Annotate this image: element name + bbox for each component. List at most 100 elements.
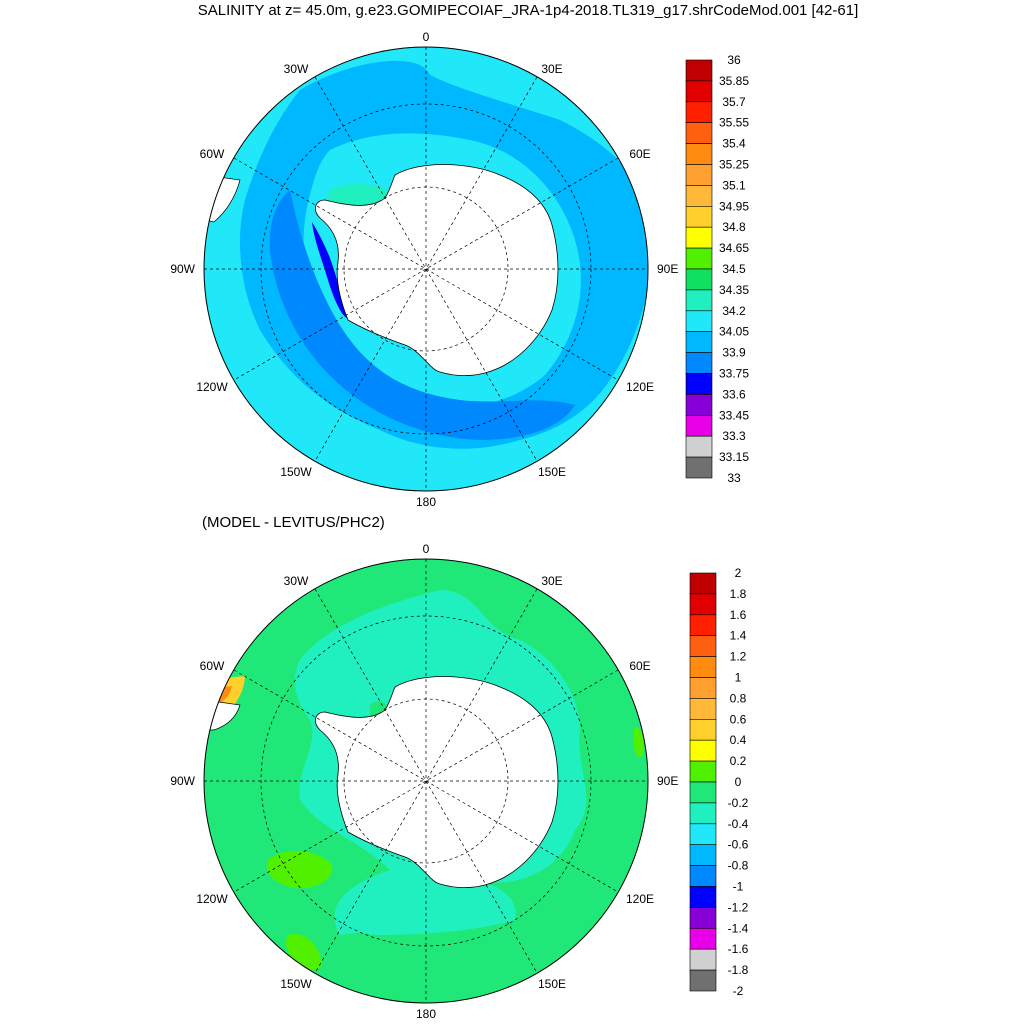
difference-colorbar-swatch <box>689 572 717 595</box>
difference-colorbar-tick-label: 0.6 <box>730 712 747 726</box>
salinity-colorbar-swatch <box>685 101 713 124</box>
salinity-colorbar-tick-label: 35.55 <box>719 116 749 130</box>
salinity-colorbar-swatch <box>685 143 713 165</box>
label-0-bottom: 0 <box>423 542 430 556</box>
difference-colorbar-swatch <box>689 718 717 741</box>
label-150e-bottom: 150E <box>538 977 566 991</box>
label-60e: 60E <box>629 147 650 161</box>
salinity-colorbar-swatch <box>685 247 713 270</box>
label-180-bottom: 180 <box>416 1007 436 1021</box>
salinity-colorbar-tick-label: 35.1 <box>722 178 746 192</box>
difference-patch-indian <box>633 727 644 757</box>
label-150w-bottom: 150W <box>280 977 312 991</box>
difference-colorbar-swatch <box>689 593 717 616</box>
salinity-colorbar-tick-label: 34.65 <box>719 241 749 255</box>
salinity-colorbar-tick-label: 34.2 <box>722 304 746 318</box>
figure-title: SALINITY at z= 45.0m, g.e23.GOMIPECOIAF_… <box>197 2 859 19</box>
difference-colorbar-tick-label: -0.2 <box>728 796 749 810</box>
difference-band-neg-0-2-0 <box>294 590 587 935</box>
salinity-colorbar-tick-label: 34.8 <box>722 220 746 234</box>
difference-patch-west-pacific <box>266 850 333 889</box>
salinity-colorbar-swatch <box>685 289 713 312</box>
difference-colorbar-tick-label: 0 <box>735 775 742 789</box>
salinity-colorbar-swatch <box>685 310 713 332</box>
salinity-band-weddell-north <box>300 70 410 140</box>
label-90e-bottom: 90E <box>657 774 678 788</box>
salinity-colorbar-swatch <box>685 373 713 395</box>
south-america-tip-bottom <box>204 699 241 731</box>
label-180: 180 <box>416 495 436 509</box>
difference-band-0-0-2 <box>204 559 648 1003</box>
label-90e: 90E <box>657 262 678 276</box>
difference-colorbar-swatch <box>689 823 717 845</box>
difference-colorbar-tick-label: -0.4 <box>728 817 749 831</box>
salinity-colorbar-tick-label: 33.6 <box>722 387 746 401</box>
difference-colorbar-swatch <box>689 760 717 783</box>
label-30e-bottom: 30E <box>541 574 562 588</box>
salinity-colorbar-tick-label: 33.15 <box>719 450 749 464</box>
salinity-graticule <box>204 47 648 491</box>
salinity-colorbar-tick-label: 33.9 <box>722 346 746 360</box>
difference-colorbar-swatch <box>689 865 717 887</box>
difference-colorbar-tick-label: 1.2 <box>730 650 747 664</box>
label-150w: 150W <box>280 465 312 479</box>
difference-patch-south-pacific <box>285 934 322 971</box>
salinity-colorbar: 36 35.85 35.7 35.55 35.4 35.25 35.1 34.95 34.8 34… <box>685 53 749 485</box>
salinity-colorbar-swatch <box>685 268 713 291</box>
difference-colorbar-tick-label: -0.6 <box>728 838 749 852</box>
difference-colorbar-tick-label: -1 <box>733 880 744 894</box>
difference-patch-weddell <box>370 700 388 721</box>
difference-colorbar-swatch <box>689 698 717 720</box>
label-0: 0 <box>423 30 430 44</box>
difference-longitude-labels: 0 180 90W 90E 30W 30E 60W 60E 120W 120E … <box>170 542 678 1021</box>
salinity-colorbar-swatch <box>685 122 713 144</box>
salinity-colorbar-tick-label: 33.3 <box>722 429 746 443</box>
antarctica-land-bottom <box>315 676 559 889</box>
difference-colorbar-tick-label: 1.4 <box>730 629 747 643</box>
difference-colorbar-swatch <box>689 781 717 804</box>
salinity-colorbar-swatch <box>685 164 713 186</box>
label-120e-bottom: 120E <box>626 892 654 906</box>
salinity-colorbar-swatch <box>685 185 713 207</box>
difference-graticule <box>204 559 648 1003</box>
salinity-colorbar-swatch <box>685 59 713 82</box>
difference-colorbar-tick-label: 1.8 <box>730 587 747 601</box>
label-150e: 150E <box>538 465 566 479</box>
difference-colorbar-swatch <box>689 969 717 992</box>
label-120w-bottom: 120W <box>196 892 228 906</box>
salinity-band-33-75-33-9 <box>269 190 575 440</box>
difference-colorbar-swatch <box>689 739 717 762</box>
salinity-colorbar-tick-label: 34.05 <box>719 325 749 339</box>
salinity-colorbar-swatch <box>685 226 713 249</box>
difference-colorbar-tick-label: 0.8 <box>730 691 747 705</box>
difference-colorbar-tick-label: -0.8 <box>728 859 749 873</box>
difference-colorbar-swatch <box>689 907 717 929</box>
salinity-colorbar-swatch <box>685 352 713 374</box>
difference-map-fields <box>204 559 648 1003</box>
salinity-map-fields <box>204 47 648 491</box>
difference-colorbar-swatch <box>689 677 717 699</box>
difference-colorbar-tick-label: 1.6 <box>730 608 747 622</box>
salinity-colorbar-tick-label: 34.35 <box>719 283 749 297</box>
label-30w-bottom: 30W <box>284 574 309 588</box>
salinity-colorbar-tick-label: 33.75 <box>719 367 749 381</box>
difference-colorbar-tick-label: 0.2 <box>730 754 747 768</box>
difference-map-boundary <box>203 558 649 1004</box>
salinity-colorbar-swatch <box>685 394 713 416</box>
difference-colorbar-swatch <box>689 656 717 678</box>
salinity-colorbar-swatch <box>685 80 713 103</box>
difference-colorbar-swatch <box>689 927 717 950</box>
antarctica-land <box>315 164 559 377</box>
salinity-colorbar-tick-label: 35.85 <box>719 74 749 88</box>
salinity-colorbar-swatch <box>685 435 713 458</box>
salinity-colorbar-swatch <box>685 331 713 353</box>
label-60w: 60W <box>200 147 225 161</box>
label-120e: 120E <box>626 380 654 394</box>
difference-colorbar-swatch <box>689 886 717 908</box>
difference-patch-drake-core <box>215 686 232 704</box>
difference-colorbar-swatch <box>689 614 717 636</box>
salinity-colorbar-tick-label: 35.7 <box>722 95 746 109</box>
difference-colorbar-swatch <box>689 948 717 971</box>
difference-colorbar-tick-label: 0.4 <box>730 733 747 747</box>
salinity-colorbar-swatch <box>685 206 713 228</box>
